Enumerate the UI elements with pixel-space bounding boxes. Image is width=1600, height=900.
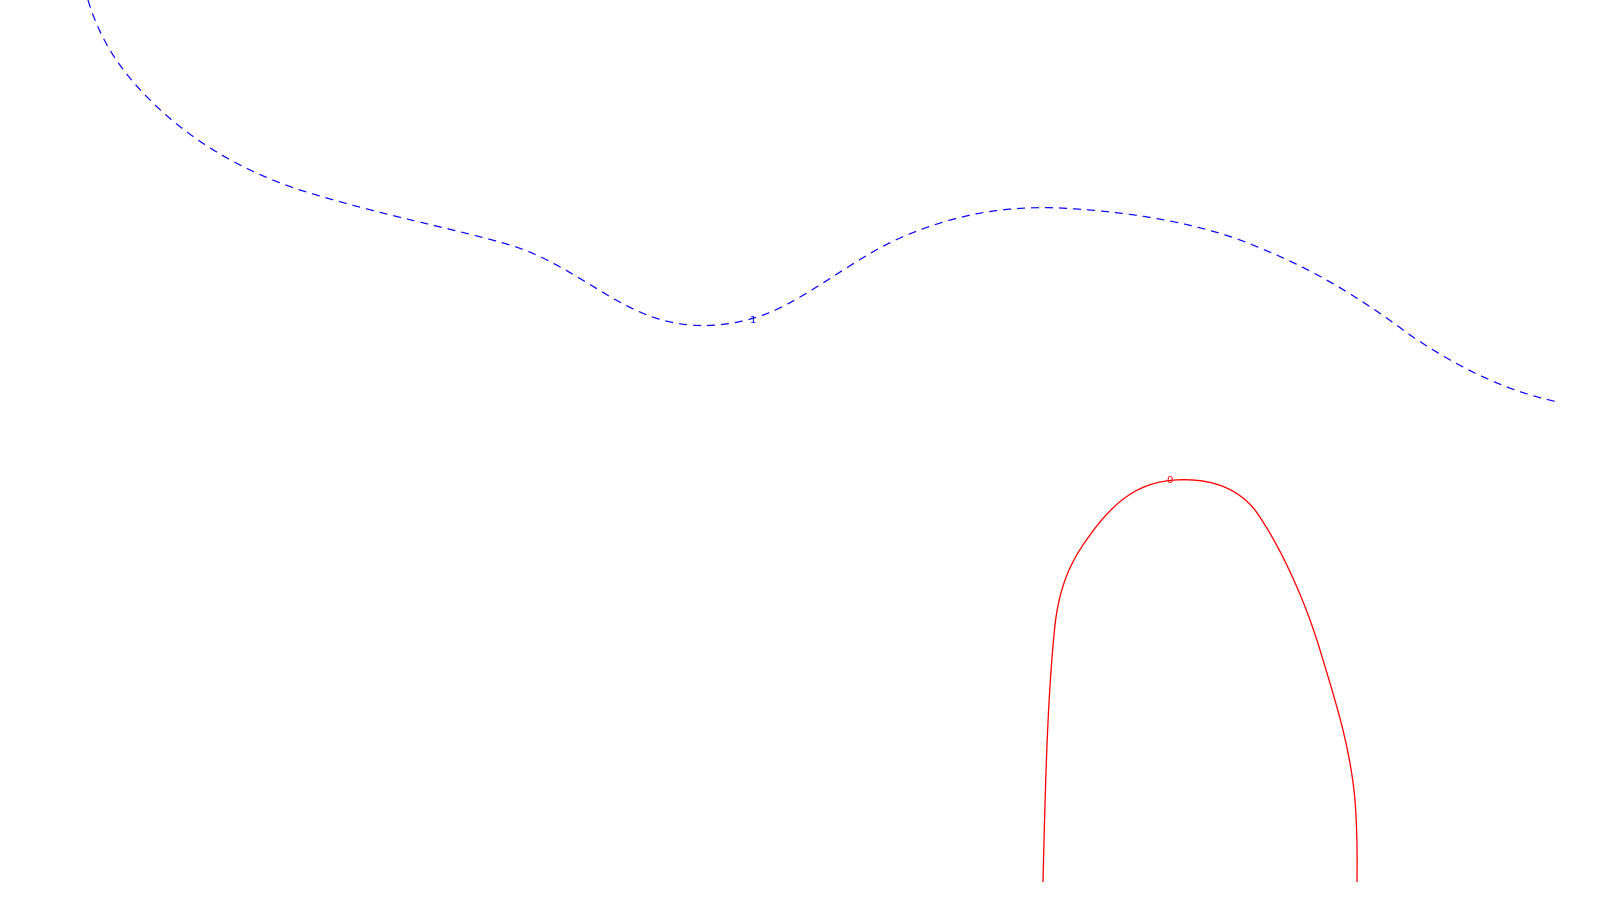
contour-line-level-1 [87, 0, 1559, 403]
contour-label-level-0: 0 [1167, 475, 1173, 486]
contour-label-level-1: 1 [750, 315, 756, 326]
contour-line-level-0 [1042, 479, 1358, 883]
